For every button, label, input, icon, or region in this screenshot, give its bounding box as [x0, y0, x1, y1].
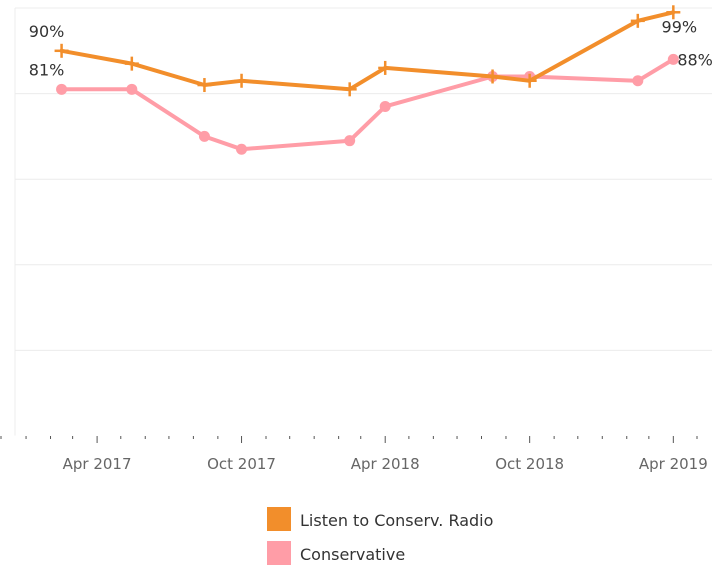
data-labels: 90% 99% 81% 88% [29, 17, 713, 79]
legend-item-conservative[interactable]: Conservative [267, 541, 405, 565]
data-point-conservative[interactable] [198, 130, 210, 142]
series-conservative [56, 53, 679, 155]
data-point-radio[interactable] [197, 78, 212, 93]
legend-swatch-conservative [267, 541, 291, 565]
data-point-radio[interactable] [54, 43, 69, 58]
legend: Listen to Conserv. Radio Conservative [267, 507, 493, 565]
series-radio [54, 5, 681, 97]
data-label-conservative: 81% [29, 60, 65, 79]
data-point-radio[interactable] [234, 73, 249, 88]
x-tick-label: Apr 2018 [351, 455, 420, 473]
legend-label-radio: Listen to Conserv. Radio [300, 511, 493, 530]
data-point-conservative[interactable] [344, 135, 356, 147]
gridlines [14, 7, 712, 436]
data-point-radio[interactable] [485, 69, 500, 84]
data-point-conservative[interactable] [632, 75, 644, 87]
x-tick-label: Oct 2018 [495, 455, 564, 473]
data-point-conservative[interactable] [236, 143, 248, 155]
series-line-radio [59, 10, 676, 92]
legend-item-radio[interactable]: Listen to Conserv. Radio [267, 507, 493, 531]
x-tick-label: Apr 2019 [639, 455, 708, 473]
data-point-radio[interactable] [630, 13, 645, 28]
data-point-conservative[interactable] [379, 100, 391, 112]
series-layer [54, 5, 681, 155]
data-point-conservative[interactable] [126, 83, 138, 95]
data-label-radio: 99% [662, 17, 698, 36]
data-point-radio[interactable] [666, 5, 681, 20]
x-axis: Apr 2017 Oct 2017 Apr 2018 Oct 2018 Apr 2019 [0, 435, 726, 473]
data-point-radio[interactable] [378, 60, 393, 75]
data-point-conservative[interactable] [56, 83, 68, 95]
x-tick-label: Apr 2017 [63, 455, 132, 473]
legend-label-conservative: Conservative [300, 545, 405, 564]
data-label-radio: 90% [29, 22, 65, 41]
data-point-radio[interactable] [124, 56, 139, 71]
legend-swatch-radio [267, 507, 291, 531]
series-line-conservative [59, 57, 676, 152]
data-point-conservative[interactable] [667, 53, 679, 65]
data-label-conservative: 88% [677, 50, 713, 69]
data-point-radio[interactable] [342, 82, 357, 97]
data-point-radio[interactable] [522, 73, 537, 88]
x-tick-label: Oct 2017 [207, 455, 276, 473]
